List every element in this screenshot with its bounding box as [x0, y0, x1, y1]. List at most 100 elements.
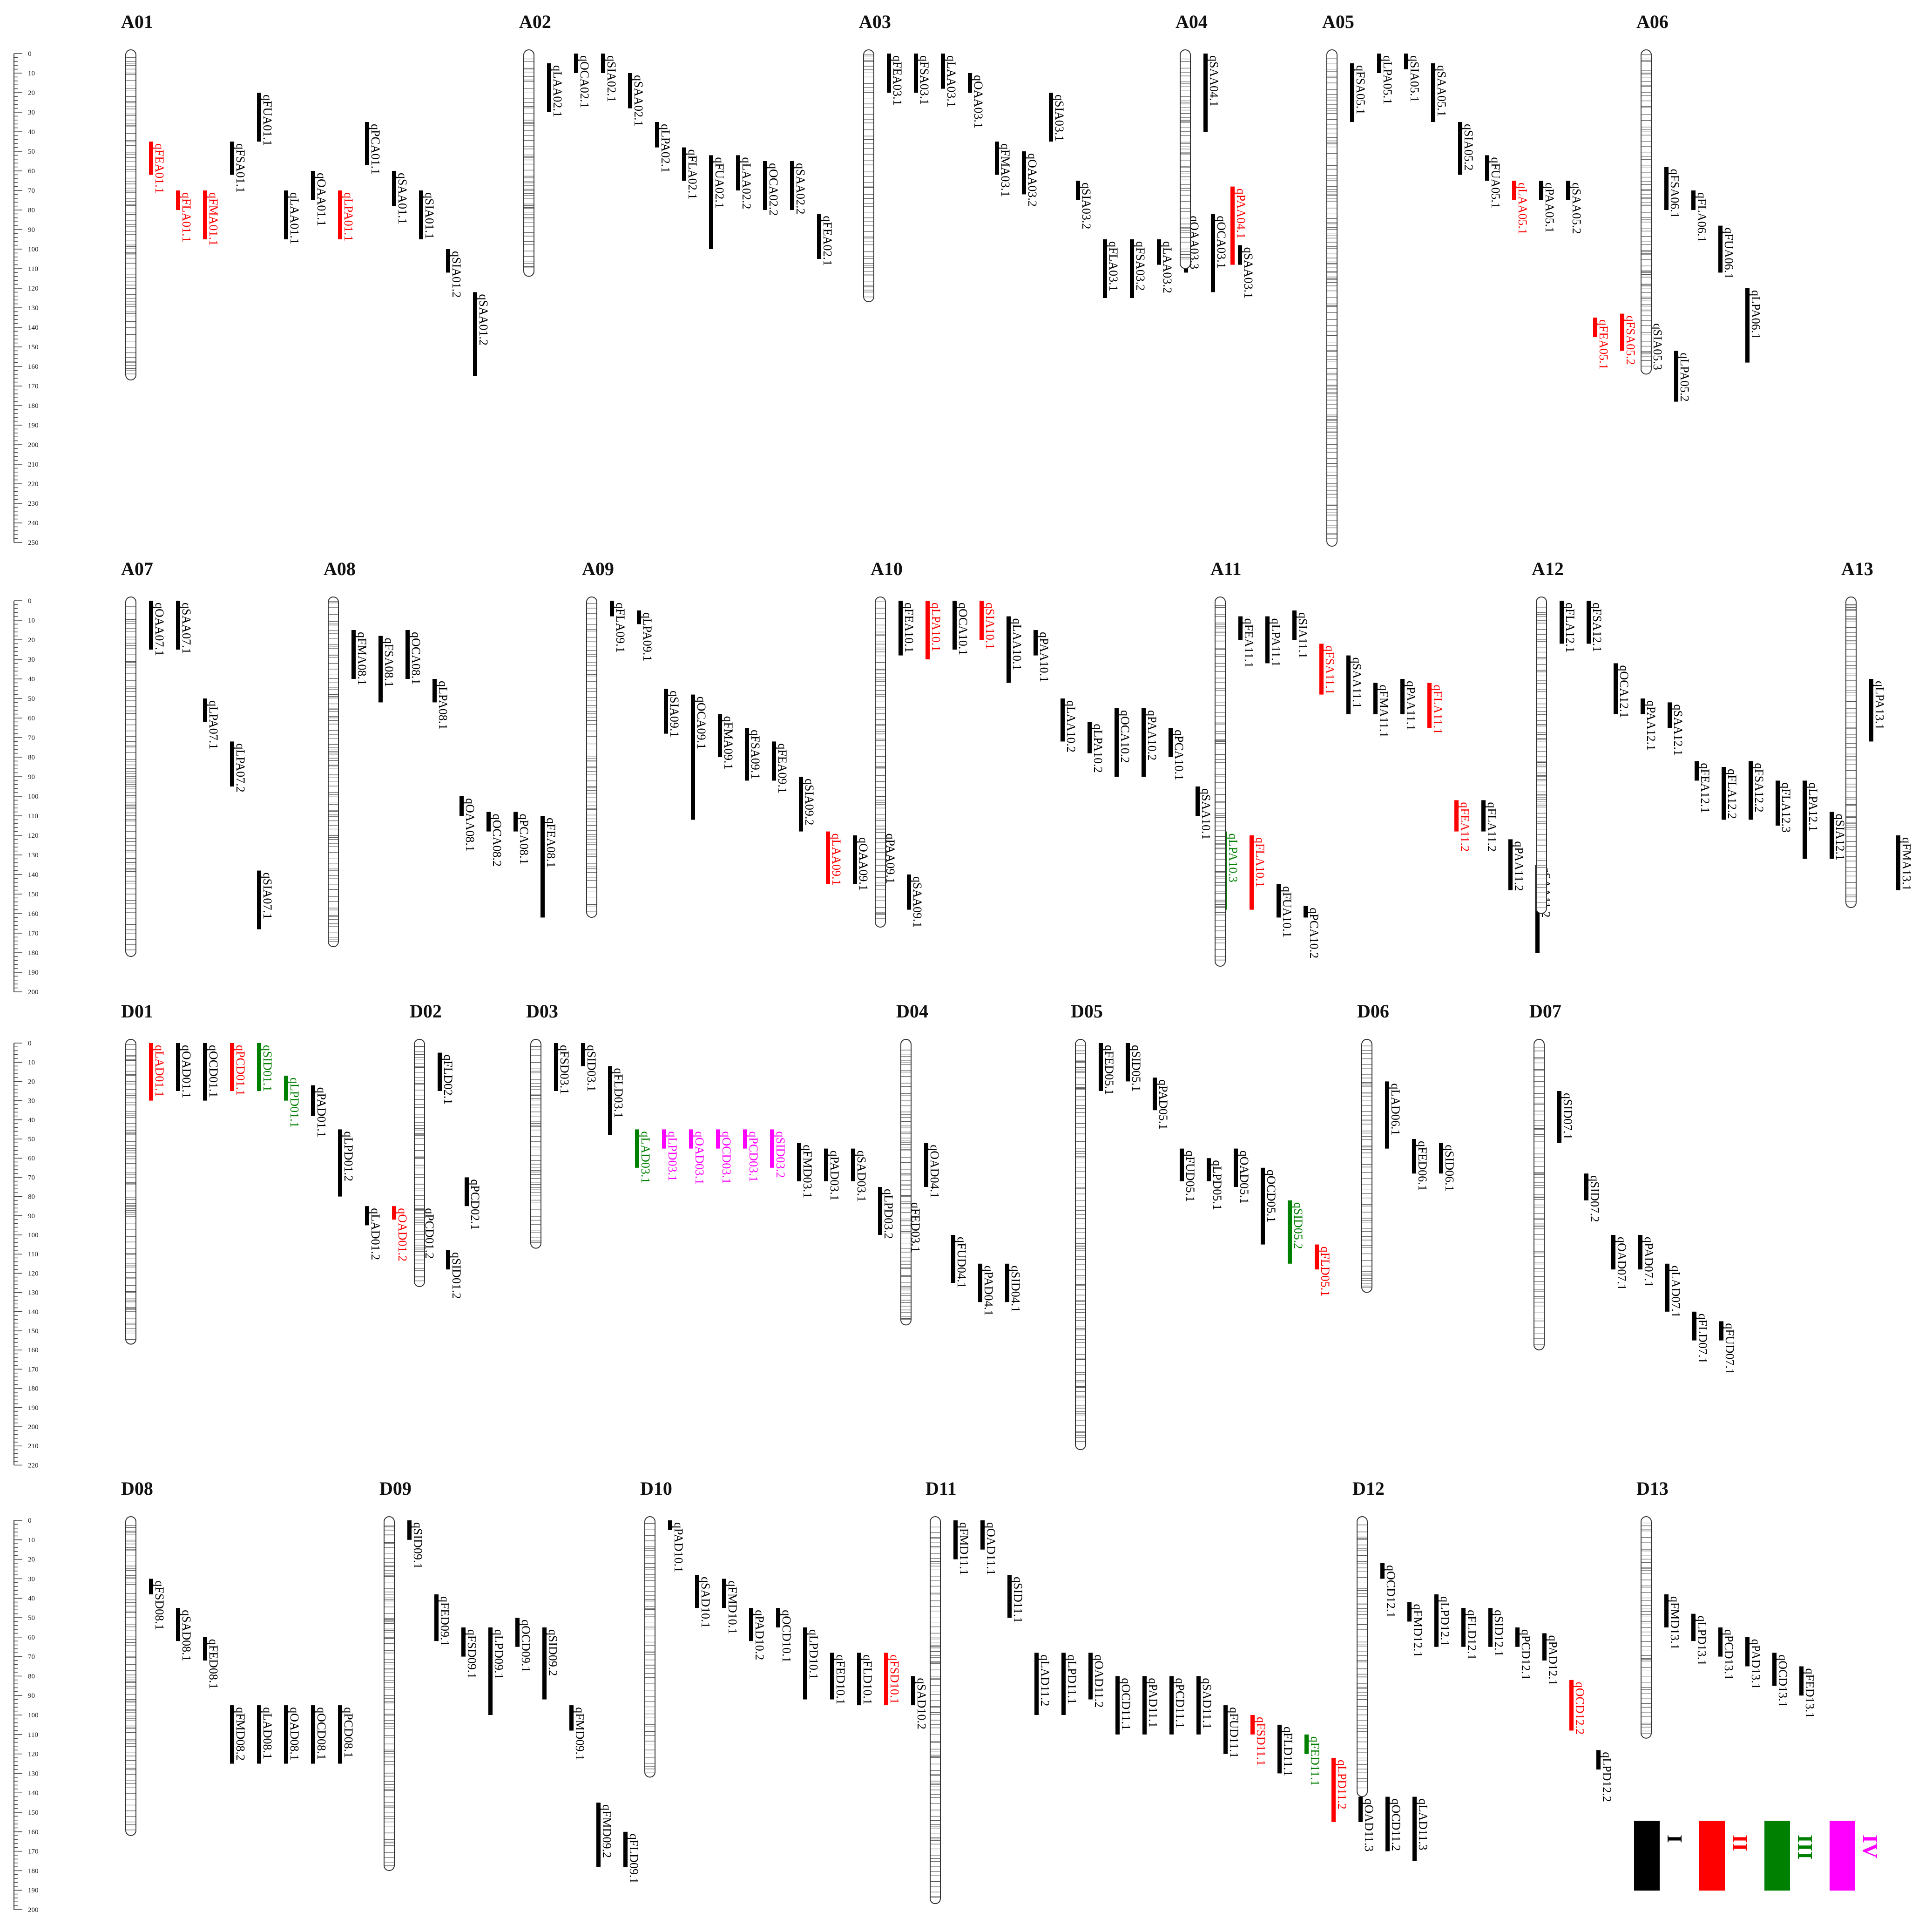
qtl-label: qOAA03.1	[972, 75, 985, 129]
qtl-label: qSIA12.1	[1833, 814, 1847, 861]
qtl-label: qLPA07.2	[234, 743, 247, 792]
axis-tick-label: 50	[28, 148, 35, 156]
qtl-label: qOCD11.1	[1119, 1678, 1133, 1730]
qtl-bar	[953, 1520, 958, 1559]
qtl-bar	[1034, 1653, 1039, 1715]
qtl-label: qPCA10.1	[1172, 730, 1186, 780]
chromosome-title: D09	[379, 1478, 412, 1499]
qtl-label: qFSD08.1	[153, 1580, 166, 1630]
qtl-label: qPAA11.1	[1404, 681, 1418, 731]
qtl-bar	[878, 1187, 882, 1235]
chromosome-title: A10	[871, 558, 903, 579]
qtl-label: qLPA01.1	[342, 192, 355, 241]
chromosome-panel-d08: D08 qFSD08.1 qSAD08.1 qFED08.1 qFMD08.2 qLAD0…	[121, 1478, 355, 1836]
legend-item: I	[1634, 1821, 1687, 1891]
qtl-label: qPCD13.1	[1722, 1629, 1736, 1680]
qtl-label: qFED09.1	[438, 1596, 452, 1647]
axis-tick-label: 20	[28, 1078, 35, 1085]
qtl-bar	[628, 73, 632, 108]
qtl-bar	[953, 601, 957, 650]
qtl-bar	[830, 1653, 834, 1700]
chromosome-panel-a07: A07 qOAA07.1 qSAA07.1 qLPA07.1 qLPA07.2 qSIA0…	[121, 558, 274, 957]
qtl-bar	[581, 1043, 585, 1066]
qtl-bar	[515, 1618, 520, 1647]
qtl-bar	[1223, 1705, 1228, 1754]
qtl-label: qLPA10.1	[929, 603, 943, 651]
qtl-label: qLAD11.3	[1416, 1799, 1430, 1851]
axis-tick-label: 40	[28, 676, 35, 683]
axis-tick-label: 160	[28, 910, 39, 918]
qtl-label: qFLA03.1	[1107, 241, 1120, 291]
chromosome-title: A01	[121, 11, 153, 32]
axis-tick-label: 200	[28, 1424, 39, 1431]
chromosome-panel-a13: A13 qLPA13.1 qFMA13.1	[1841, 558, 1912, 908]
qtl-bar	[446, 1250, 450, 1270]
qtl-label: qFLD05.1	[1318, 1247, 1332, 1297]
axis-tick-label: 140	[28, 1790, 39, 1797]
qtl-bar	[1142, 1676, 1147, 1735]
qtl-label: qFLA10.1	[1253, 837, 1267, 888]
qtl-label: qFUA05.1	[1489, 157, 1502, 209]
qtl-label: qFLD11.1	[1281, 1727, 1295, 1776]
axis-tick-label: 90	[28, 773, 35, 781]
qtl-bar	[1722, 767, 1726, 820]
qtl-label: qSID11.1	[1011, 1577, 1025, 1623]
qtl-label: qFLA09.1	[614, 603, 627, 653]
qtl-bar	[311, 1705, 315, 1764]
qtl-bar	[1142, 708, 1146, 777]
marker-lines	[329, 601, 338, 942]
qtl-label: qLPD11.2	[1335, 1760, 1349, 1810]
qtl-label: qLAA10.2	[1064, 700, 1078, 752]
marker-lines	[1358, 1525, 1367, 1789]
qtl-bar	[203, 698, 207, 722]
qtl-label: qPCD01.1	[234, 1045, 247, 1096]
qtl-bar	[978, 1263, 982, 1302]
qtl-label: qSAA05.1	[1435, 65, 1448, 117]
qtl-bar	[772, 741, 776, 781]
qtl-bar	[1034, 630, 1038, 656]
qtl-label: qPAD11.1	[1146, 1678, 1160, 1728]
qtl-bar	[797, 1143, 801, 1181]
qtl-label: qSID01.1	[261, 1045, 274, 1091]
qtl-bar	[799, 777, 803, 832]
chromosome-panel-d04: D04 qOAD04.1 qFUD04.1 qPAD04.1 qSID04.1	[896, 1001, 1022, 1326]
qtl-bar	[1277, 884, 1281, 918]
qtl-bar	[610, 601, 614, 617]
qtl-label: qLPD03.1	[666, 1131, 679, 1181]
qtl-bar	[1304, 1734, 1309, 1754]
chromosome-bar	[125, 597, 136, 957]
qtl-bar	[745, 728, 749, 781]
qtl-bar	[736, 155, 740, 190]
qtl-bar	[1431, 63, 1435, 122]
qtl-label: qSAA09.1	[911, 876, 924, 928]
qtl-bar	[1596, 1750, 1601, 1770]
chromosome-title: A04	[1176, 11, 1208, 32]
axis-tick-label: 70	[28, 1654, 35, 1661]
qtl-label: qLPD05.1	[1210, 1160, 1224, 1210]
axis-tick-label: 30	[28, 1575, 35, 1583]
qtl-bar	[1346, 655, 1351, 714]
chromosome-title: D12	[1352, 1478, 1385, 1499]
qtl-bar	[1385, 1796, 1390, 1851]
qtl-label: qLPD13.1	[1695, 1616, 1709, 1666]
qtl-bar	[461, 1627, 466, 1657]
axis-tick-label: 160	[28, 363, 39, 371]
axis-tick-label: 140	[28, 871, 39, 879]
qtl-bar	[1126, 1043, 1130, 1082]
scale-axis: 0 10 20 30 40 50 60 70 80 90 100 110 120 130 140 150 160…	[14, 597, 39, 996]
qtl-label: qSIA03.1	[1053, 95, 1066, 141]
qtl-bar	[668, 1520, 672, 1530]
axis-tick-label: 120	[28, 285, 39, 292]
qtl-bar	[284, 1076, 288, 1101]
axis-tick-label: 100	[28, 1712, 39, 1719]
axis-tick-label: 170	[28, 930, 39, 937]
qtl-bar	[1076, 181, 1080, 200]
qtl-bar	[473, 292, 477, 376]
qtl-bar	[887, 54, 891, 93]
qtl-bar	[1088, 1653, 1093, 1700]
qtl-bar	[1315, 1244, 1319, 1270]
scale-axis: 0 10 20 30 40 50 60 70 80 90 100 110 120 130 140 150 160…	[14, 50, 39, 547]
chromosome-title: A03	[859, 11, 891, 32]
qtl-label: qPCD03.1	[747, 1131, 760, 1182]
qtl-label: qFSA05.2	[1624, 316, 1637, 365]
